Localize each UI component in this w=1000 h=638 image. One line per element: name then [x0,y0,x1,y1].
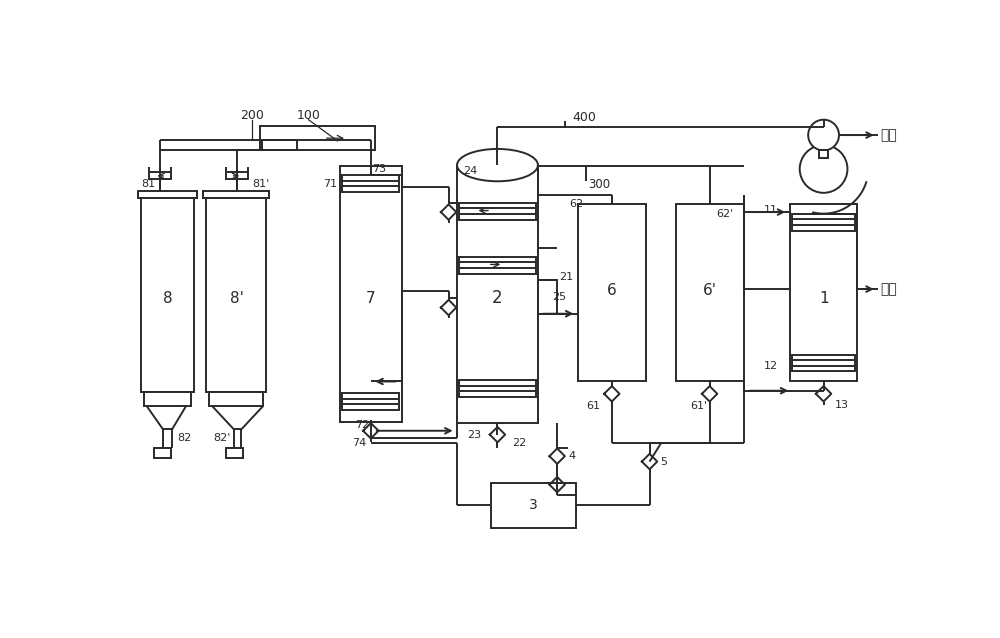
Bar [260,126,375,151]
Bar [154,449,171,459]
Bar [459,203,536,219]
Bar [203,191,269,198]
Text: 3: 3 [529,498,538,512]
Ellipse shape [457,149,538,181]
Bar [459,256,536,274]
Bar [676,204,744,382]
Bar [149,172,171,179]
Bar [144,392,191,406]
Text: 6': 6' [703,283,717,298]
Bar [792,214,855,230]
Text: 氢氨: 氢氨 [881,282,897,296]
Text: 7: 7 [366,291,376,306]
Circle shape [808,120,839,151]
Text: 12: 12 [764,361,778,371]
Text: 71: 71 [323,179,337,189]
Circle shape [800,145,847,193]
Bar [226,172,248,179]
Text: 61: 61 [586,401,600,411]
Text: 8: 8 [163,291,172,306]
Text: 81: 81 [141,179,155,189]
Text: 25: 25 [553,292,567,302]
Bar [491,483,576,528]
Bar [342,175,399,192]
Text: 72: 72 [355,420,369,431]
Bar [226,449,243,459]
Text: 82': 82' [213,433,230,443]
Text: 2: 2 [492,289,503,308]
Text: 81': 81' [252,179,269,189]
Text: 22: 22 [512,438,527,448]
Bar [206,198,266,392]
Text: 13: 13 [834,399,848,410]
Bar [457,165,538,423]
Text: 5: 5 [660,457,667,466]
Text: 6: 6 [607,283,617,298]
Text: 82: 82 [177,433,192,443]
Text: 200: 200 [240,108,264,122]
Bar [790,204,857,382]
Text: 74: 74 [352,438,367,448]
Bar [459,380,536,397]
Text: 24: 24 [464,167,478,176]
Text: 23: 23 [468,429,482,440]
Bar [342,393,399,410]
Text: 气氨: 气氨 [881,128,897,142]
Text: 300: 300 [588,178,610,191]
Text: 62: 62 [569,200,583,209]
Bar [138,191,197,198]
Bar [209,392,263,406]
Text: 61': 61' [690,401,707,411]
Bar [340,166,402,422]
Text: 73: 73 [372,164,386,174]
Text: 4: 4 [568,451,575,461]
Text: 1: 1 [820,291,829,306]
Text: 400: 400 [573,111,596,124]
Text: 100: 100 [297,108,320,122]
Bar [538,280,557,314]
Bar [819,151,828,158]
Text: 8': 8' [230,291,244,306]
Bar [792,355,855,371]
Text: 62': 62' [717,209,734,219]
Text: 11: 11 [764,205,778,215]
Bar [578,204,646,382]
Bar [141,198,194,392]
Text: 21: 21 [559,272,573,282]
